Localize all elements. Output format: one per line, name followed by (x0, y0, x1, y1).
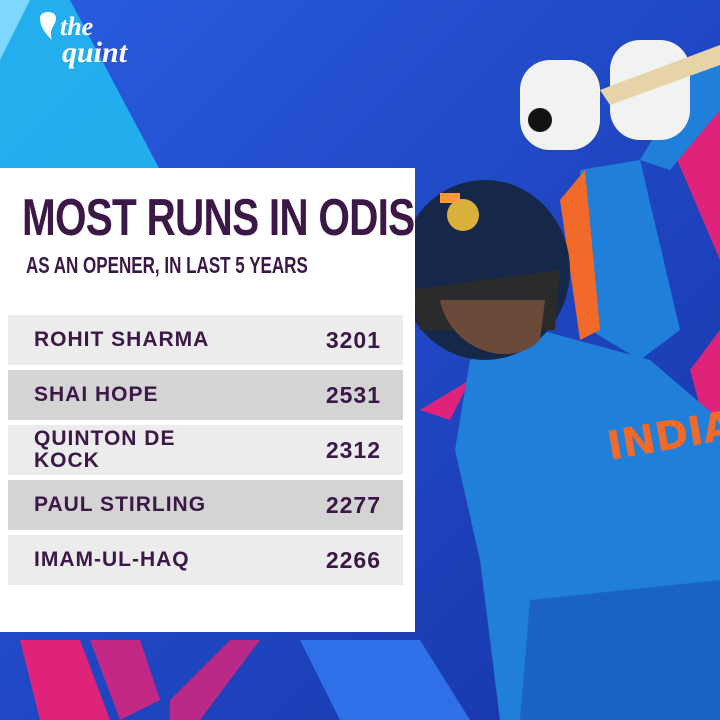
runs: 2266 (325, 546, 381, 573)
brand-logo: the quint (60, 12, 128, 69)
table-row: QUINTON DE KOCK 2312 (8, 425, 403, 475)
runs: 3201 (325, 326, 381, 353)
player-name: QUINTON DE KOCK (34, 427, 176, 472)
player-name: PAUL STIRLING (34, 493, 207, 516)
stats-panel: MOST RUNS IN ODIS AS AN OPENER, IN LAST … (0, 168, 415, 632)
runs: 2531 (325, 381, 381, 408)
brand-top: the (60, 12, 94, 41)
table-row: IMAM-UL-HAQ 2266 (8, 535, 403, 585)
table-row: SHAI HOPE 2531 (8, 370, 403, 420)
brand-bottom: quint (62, 36, 128, 69)
player-name: SHAI HOPE (34, 383, 159, 406)
table-row: ROHIT SHARMA 3201 (8, 315, 403, 365)
runs: 2277 (325, 491, 381, 518)
runs: 2312 (325, 436, 381, 463)
table-row: PAUL STIRLING 2277 (8, 480, 403, 530)
title: MOST RUNS IN ODIS (22, 189, 415, 247)
subtitle: AS AN OPENER, IN LAST 5 YEARS (26, 252, 308, 278)
player-name: IMAM-UL-HAQ (34, 548, 190, 571)
player-name: ROHIT SHARMA (34, 328, 210, 351)
table: ROHIT SHARMA 3201 SHAI HOPE 2531 QUINTON DE … (8, 315, 403, 590)
